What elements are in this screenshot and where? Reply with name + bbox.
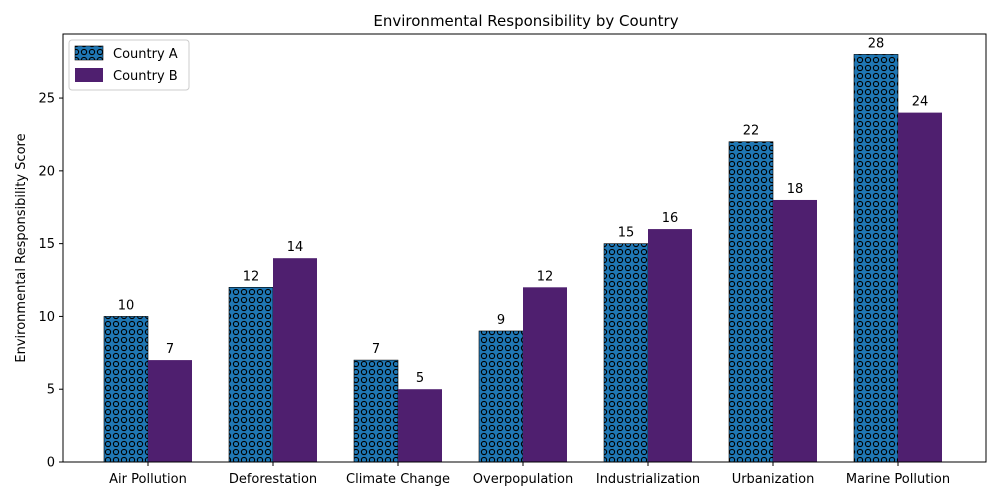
x-tick-label: Air Pollution	[109, 472, 187, 487]
x-axis: Air Pollution Deforestation Climate Change…	[109, 462, 950, 487]
bar-country-b-deforestation	[273, 258, 317, 462]
data-label-country-b-industrialization: 16	[662, 211, 679, 226]
data-label-country-b-overpopulation: 12	[537, 269, 554, 284]
chart-title: Environmental Responsibility by Country	[373, 12, 678, 30]
bar-country-a-climate-change	[353, 359, 399, 463]
y-tick-label: 15	[38, 237, 55, 252]
y-tick-label: 20	[38, 164, 55, 179]
bar-country-a-overpopulation	[478, 330, 524, 463]
data-label-country-a-urbanization: 22	[743, 124, 760, 139]
y-tick-label: 10	[38, 310, 55, 325]
x-tick-label: Marine Pollution	[846, 472, 950, 487]
bar-country-b-overpopulation	[523, 287, 567, 462]
data-label-country-a-industrialization: 15	[618, 226, 635, 241]
legend-label-country-b: Country B	[113, 69, 178, 84]
data-label-country-b-climate-change: 5	[416, 371, 424, 386]
y-tick-label: 5	[47, 383, 55, 398]
bar-country-a-air-pollution	[103, 316, 149, 463]
data-label-country-b-air-pollution: 7	[166, 342, 174, 357]
y-axis: 0 5 10 15 20 25	[38, 92, 63, 471]
x-tick-label: Urbanization	[732, 472, 815, 487]
data-label-country-b-deforestation: 14	[287, 240, 304, 255]
bar-country-b-marine-pollution	[898, 112, 942, 462]
plot-area-frame	[62, 33, 987, 463]
bar-country-b-urbanization	[773, 199, 817, 463]
bar-country-b-industrialization	[648, 229, 692, 462]
bar-country-a-marine-pollution	[853, 54, 899, 463]
y-tick-label: 0	[47, 456, 55, 471]
bar-country-a-urbanization	[728, 141, 774, 463]
x-tick-label: Overpopulation	[473, 472, 573, 487]
x-tick-label: Climate Change	[346, 472, 450, 487]
data-label-country-a-deforestation: 12	[243, 269, 260, 284]
x-tick-label: Deforestation	[229, 472, 317, 487]
legend-swatch-country-a	[74, 45, 104, 61]
bar-country-a-industrialization	[603, 243, 649, 463]
data-label-country-a-climate-change: 7	[372, 342, 380, 357]
bar-country-b-air-pollution	[148, 360, 192, 462]
legend-label-country-a: Country A	[113, 47, 178, 62]
bar-country-a-deforestation	[228, 287, 274, 463]
y-tick-label: 25	[38, 92, 55, 107]
data-label-country-a-overpopulation: 9	[497, 313, 505, 328]
legend: Country A Country B	[68, 39, 190, 91]
data-label-country-b-urbanization: 18	[787, 182, 804, 197]
data-label-country-a-marine-pollution: 28	[868, 36, 885, 51]
bars-layer	[103, 54, 942, 463]
data-label-country-a-air-pollution: 10	[118, 298, 135, 313]
data-labels-layer: 10 7 12 14 7 5 9 12 15 16 22 18 28 24	[118, 36, 929, 386]
data-label-country-b-marine-pollution: 24	[912, 95, 929, 110]
legend-swatch-country-b	[75, 68, 103, 82]
bar-country-b-climate-change	[398, 389, 442, 462]
y-axis-title: Environmental Responsibility Score	[14, 133, 29, 362]
x-tick-label: Industrialization	[596, 472, 700, 487]
